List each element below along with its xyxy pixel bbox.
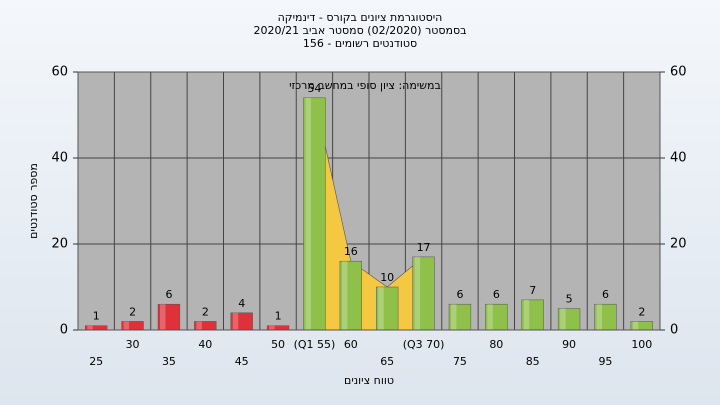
- y2-tick-label: 40: [670, 151, 687, 166]
- value-label: 6: [165, 288, 172, 301]
- y-tick-label: 40: [51, 151, 68, 166]
- bar-highlight: [305, 97, 311, 330]
- x-tick-label: 100: [631, 338, 652, 351]
- x-tick-label: (Q1 55): [294, 338, 336, 351]
- bar-highlight: [523, 299, 530, 330]
- x-tick-label: 25: [89, 355, 103, 368]
- bar-highlight: [196, 321, 202, 330]
- bar-highlight: [414, 256, 421, 330]
- x-tick-label: 45: [235, 355, 249, 368]
- value-label: 54: [307, 82, 321, 95]
- y-tick-label: 0: [60, 323, 68, 338]
- x-tick-label: 40: [198, 338, 212, 351]
- value-label: 2: [638, 305, 645, 318]
- bar-highlight: [560, 308, 566, 330]
- value-label: 1: [93, 310, 100, 323]
- bar-highlight: [451, 304, 457, 330]
- x-tick-label: 50: [271, 338, 285, 351]
- x-tick-label: 90: [562, 338, 576, 351]
- value-label: 16: [344, 245, 358, 258]
- y2-tick-label: 60: [670, 65, 687, 80]
- x-axis-label: טווח ציונים: [344, 374, 394, 387]
- value-label: 17: [417, 241, 431, 254]
- value-label: 6: [602, 288, 609, 301]
- title-line: היסטוגרמת ציונים בקורס - דינמיקה: [278, 11, 443, 24]
- title-line: סטודנטים רשומים - 156: [303, 37, 417, 50]
- annotation: במשימה: ציון סופי במחשב מרכזי: [289, 79, 441, 92]
- bar-highlight: [632, 321, 639, 330]
- bar-highlight: [232, 312, 239, 330]
- x-tick-label: 75: [453, 355, 467, 368]
- value-label: 4: [238, 297, 245, 310]
- bar-highlight: [87, 325, 93, 330]
- title-line: בסמסטר (02/2020) סמסטר אביב 2020/21: [253, 24, 466, 37]
- x-tick-label: 30: [126, 338, 140, 351]
- bar-highlight: [269, 325, 275, 330]
- value-label: 2: [202, 305, 209, 318]
- x-tick-label: 95: [598, 355, 612, 368]
- x-tick-label: 85: [526, 355, 540, 368]
- x-tick-label: 60: [344, 338, 358, 351]
- value-label: 6: [493, 288, 500, 301]
- bar-highlight: [596, 304, 602, 330]
- y2-tick-label: 0: [670, 323, 678, 338]
- value-label: 5: [566, 293, 573, 306]
- y2-tick-label: 20: [670, 237, 687, 252]
- plot-border: [77, 71, 661, 331]
- value-label: 10: [380, 271, 394, 284]
- bar-highlight: [378, 287, 384, 330]
- value-label: 1: [275, 310, 282, 323]
- bar-highlight: [487, 304, 493, 330]
- bar-highlight: [341, 261, 348, 330]
- y-tick-label: 20: [51, 237, 68, 252]
- value-label: 6: [456, 288, 463, 301]
- x-tick-label: 35: [162, 355, 176, 368]
- x-tick-label: 80: [489, 338, 503, 351]
- y-tick-label: 60: [51, 65, 68, 80]
- value-label: 7: [529, 284, 536, 297]
- bar-highlight: [160, 304, 166, 330]
- value-label: 2: [129, 305, 136, 318]
- x-tick-label: (Q3 70): [403, 338, 445, 351]
- bar-highlight: [123, 321, 130, 330]
- y-axis-label: מספר סטודנטים: [27, 163, 40, 239]
- x-tick-label: 65: [380, 355, 394, 368]
